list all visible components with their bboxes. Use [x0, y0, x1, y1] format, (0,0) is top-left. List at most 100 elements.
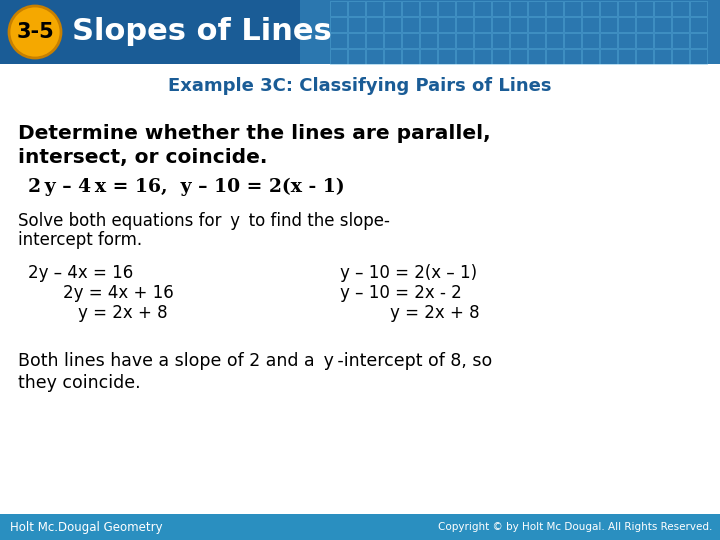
Text: Slopes of Lines: Slopes of Lines [72, 17, 332, 46]
Bar [456, 17, 473, 32]
Bar [564, 49, 581, 64]
Bar [492, 1, 509, 16]
Bar [528, 1, 545, 16]
Bar [528, 49, 545, 64]
Bar [456, 1, 473, 16]
Bar [564, 17, 581, 32]
Bar [600, 49, 617, 64]
Bar [672, 1, 689, 16]
Bar [690, 33, 707, 48]
Bar [474, 49, 491, 64]
Text: y = 2x + 8: y = 2x + 8 [390, 304, 480, 322]
Bar [510, 17, 527, 32]
Bar [564, 1, 581, 16]
Text: they coincide.: they coincide. [18, 374, 140, 392]
Text: Copyright © by Holt Mc Dougal. All Rights Reserved.: Copyright © by Holt Mc Dougal. All Right… [438, 522, 712, 532]
Bar [618, 17, 635, 32]
Bar [456, 33, 473, 48]
Bar [528, 17, 545, 32]
Bar [474, 17, 491, 32]
Bar [690, 17, 707, 32]
Bar [510, 1, 527, 16]
Bar [420, 17, 437, 32]
Bar [618, 1, 635, 16]
Bar [636, 49, 653, 64]
Bar [456, 49, 473, 64]
Bar [420, 1, 437, 16]
Bar [300, 0, 720, 64]
Bar [492, 49, 509, 64]
Bar [402, 17, 419, 32]
Bar [330, 17, 347, 32]
Bar [600, 1, 617, 16]
Text: Solve both equations for  y  to find the slope-: Solve both equations for y to find the s… [18, 212, 390, 230]
Bar [366, 33, 383, 48]
Bar [546, 49, 563, 64]
Bar [492, 33, 509, 48]
Bar [366, 1, 383, 16]
Bar [0, 514, 720, 540]
Bar [654, 33, 671, 48]
Text: 2 y – 4 x = 16,  y – 10 = 2(x - 1): 2 y – 4 x = 16, y – 10 = 2(x - 1) [28, 178, 345, 196]
Bar [546, 17, 563, 32]
Bar [330, 49, 347, 64]
Bar [528, 33, 545, 48]
Bar [438, 1, 455, 16]
Bar [474, 33, 491, 48]
Bar [402, 1, 419, 16]
Bar [402, 33, 419, 48]
Bar [636, 17, 653, 32]
Text: 2y – 4x = 16: 2y – 4x = 16 [28, 264, 133, 282]
Bar [384, 1, 401, 16]
Bar [348, 17, 365, 32]
Text: y – 10 = 2(x – 1): y – 10 = 2(x – 1) [340, 264, 477, 282]
Bar [474, 1, 491, 16]
Bar [348, 1, 365, 16]
Text: Determine whether the lines are parallel,: Determine whether the lines are parallel… [18, 124, 490, 143]
Text: 2y = 4x + 16: 2y = 4x + 16 [63, 284, 174, 302]
Text: intersect, or coincide.: intersect, or coincide. [18, 148, 267, 167]
Text: intercept form.: intercept form. [18, 231, 142, 249]
Bar [402, 49, 419, 64]
Text: Both lines have a slope of 2 and a  y -intercept of 8, so: Both lines have a slope of 2 and a y -in… [18, 352, 492, 370]
Bar [690, 49, 707, 64]
Bar [384, 17, 401, 32]
Bar [654, 1, 671, 16]
Bar [366, 17, 383, 32]
Bar [582, 49, 599, 64]
Bar [618, 33, 635, 48]
Bar [348, 49, 365, 64]
Text: Example 3C: Classifying Pairs of Lines: Example 3C: Classifying Pairs of Lines [168, 77, 552, 95]
Bar [0, 0, 720, 64]
Bar [348, 33, 365, 48]
Bar [654, 17, 671, 32]
Bar [582, 17, 599, 32]
Text: y = 2x + 8: y = 2x + 8 [78, 304, 168, 322]
Circle shape [9, 6, 61, 58]
Bar [672, 17, 689, 32]
Bar [618, 49, 635, 64]
Bar [384, 33, 401, 48]
Bar [546, 1, 563, 16]
Text: 3-5: 3-5 [16, 22, 54, 42]
Bar [330, 1, 347, 16]
Bar [438, 49, 455, 64]
Bar [636, 33, 653, 48]
Bar [672, 33, 689, 48]
Bar [0, 64, 720, 514]
Bar [438, 33, 455, 48]
Bar [492, 17, 509, 32]
Bar [510, 49, 527, 64]
Bar [654, 49, 671, 64]
Bar [420, 33, 437, 48]
Bar [366, 49, 383, 64]
Bar [600, 17, 617, 32]
Bar [510, 33, 527, 48]
Bar [564, 33, 581, 48]
Bar [546, 33, 563, 48]
Text: y – 10 = 2x - 2: y – 10 = 2x - 2 [340, 284, 462, 302]
Bar [582, 1, 599, 16]
Bar [690, 1, 707, 16]
Bar [420, 49, 437, 64]
Bar [582, 33, 599, 48]
